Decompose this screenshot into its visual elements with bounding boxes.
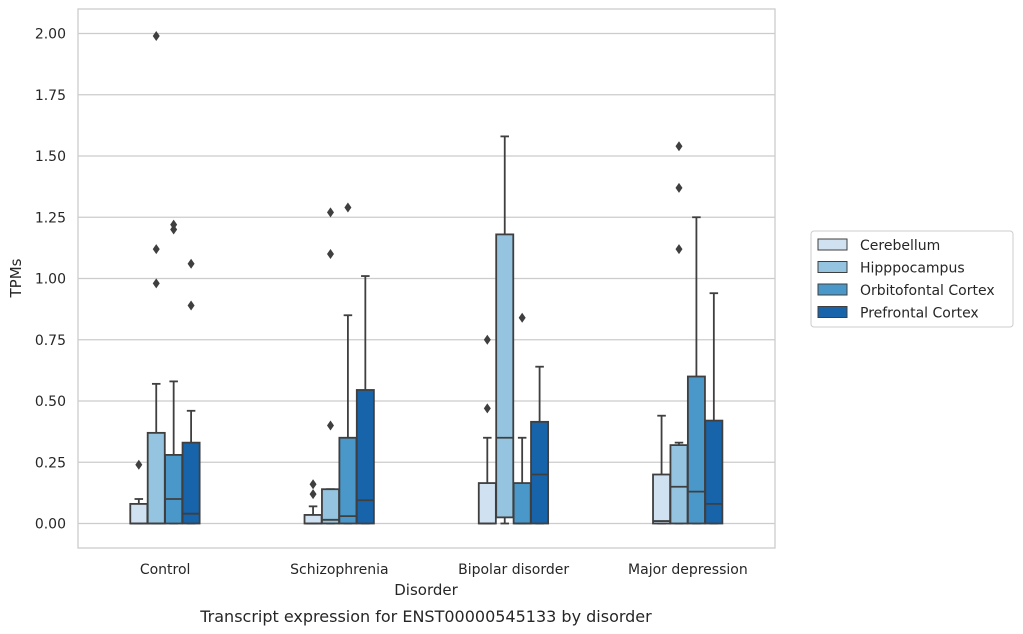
box-major-depression-prefrontal-cortex <box>704 292 724 525</box>
box-series <box>129 30 724 525</box>
legend-swatch <box>817 261 848 273</box>
x-tick-label: Control <box>140 562 191 578</box>
y-tick-labels: 0.00 0.25 0.50 0.75 1.00 1.25 1.50 1.75 2.00 <box>35 27 66 533</box>
legend-swatch <box>817 306 848 318</box>
legend-swatch <box>817 238 848 251</box>
box-body <box>669 444 689 525</box>
outlier-point <box>483 334 491 345</box>
y-tick-label: 0.50 <box>35 394 66 410</box>
legend-frame <box>810 230 1014 328</box>
legend-item-prefrontal-cortex: Prefrontal Cortex <box>817 306 979 322</box>
box-schizophrenia-orbitofontal-cortex <box>338 202 358 525</box>
y-tick-label: 0.75 <box>35 333 66 349</box>
box-body <box>164 453 184 525</box>
outlier-point <box>344 202 352 213</box>
box-schizophrenia-hipppocampus <box>321 207 340 525</box>
outlier-point <box>326 249 334 259</box>
outlier-point <box>675 141 683 152</box>
x-axis-label: Disorder <box>394 581 458 599</box>
outlier-point <box>152 30 160 41</box>
box-body <box>181 441 201 525</box>
y-axis-label: TPMs <box>7 258 25 298</box>
legend-label: Orbitofontal Cortex <box>860 283 995 299</box>
x-tick-label: Major depression <box>628 562 748 578</box>
box-body <box>146 431 166 525</box>
outlier-point <box>483 403 491 414</box>
box-bipolar-disorder-hipppocampus <box>495 135 515 525</box>
box-body <box>652 473 672 525</box>
outlier-point <box>675 182 683 193</box>
y-tick-label: 1.25 <box>35 210 66 226</box>
outlier-point <box>518 312 526 323</box>
box-schizophrenia-prefrontal-cortex <box>355 275 375 525</box>
x-tick-labels: Control Schizophrenia Bipolar disorder Majo… <box>140 562 748 578</box>
box-body <box>495 233 515 519</box>
box-body <box>477 482 497 525</box>
y-tick-label: 2.00 <box>35 27 66 43</box>
box-body <box>321 488 340 525</box>
outlier-point <box>309 489 317 500</box>
box-body <box>512 482 532 525</box>
outlier-point <box>152 278 160 289</box>
box-bipolar-disorder-prefrontal-cortex <box>530 365 550 525</box>
y-tick-label: 1.00 <box>35 272 66 288</box>
box-schizophrenia-cerebellum <box>303 479 323 525</box>
legend-label: Cerebellum <box>860 238 940 254</box>
legend-label: Hipppocampus <box>860 261 965 277</box>
outlier-point <box>152 244 160 255</box>
box-body <box>303 514 323 525</box>
box-body <box>355 389 375 525</box>
box-control-cerebellum <box>129 459 149 525</box>
box-body <box>338 436 358 525</box>
y-tick-label: 0.25 <box>35 455 66 471</box>
y-tick-label: 1.75 <box>35 88 66 104</box>
box-major-depression-hipppocampus <box>669 141 689 525</box>
outlier-point <box>675 244 683 255</box>
chart-caption: Transcript expression for ENST0000054513… <box>199 607 652 626</box>
box-body <box>530 420 550 525</box>
y-tick-label: 1.50 <box>35 149 66 165</box>
box-body <box>686 375 706 525</box>
box-control-hipppocampus <box>146 30 166 525</box>
outlier-point <box>187 258 195 269</box>
legend-item-orbitofontal-cortex: Orbitofontal Cortex <box>817 283 995 299</box>
legend-label: Prefrontal Cortex <box>860 306 979 322</box>
outlier-point <box>326 420 334 431</box>
legend-swatch <box>817 283 848 296</box>
legend-item-cerebellum: Cerebellum <box>817 238 940 254</box>
outlier-point <box>309 479 317 490</box>
plot-frame <box>77 8 776 549</box>
legend: Cerebellum Hipppocampus Orbitofontal Corte… <box>810 230 1014 328</box>
legend-item-hipppocampus: Hipppocampus <box>817 261 965 277</box>
x-tick-label: Schizophrenia <box>290 562 388 578</box>
box-body <box>129 502 149 525</box>
outlier-point <box>326 207 334 218</box>
box-control-prefrontal-cortex <box>181 258 201 525</box>
outlier-point <box>187 300 195 311</box>
box-bipolar-disorder-cerebellum <box>477 334 497 525</box>
outlier-point <box>170 219 178 230</box>
outlier-point <box>135 459 143 470</box>
box-body <box>704 419 724 525</box>
y-tick-label: 0.00 <box>35 517 66 533</box>
x-tick-label: Bipolar disorder <box>458 562 569 578</box>
